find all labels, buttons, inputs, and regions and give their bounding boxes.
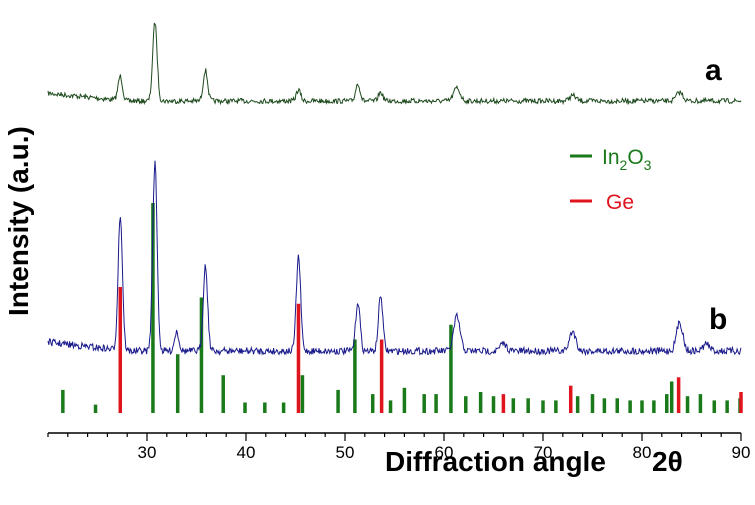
legend-ge-label: Ge xyxy=(606,191,634,214)
legend-in2o3-label: In2O3 xyxy=(602,146,652,173)
x-axis-title: Diffraction angle xyxy=(385,446,606,477)
trace-a xyxy=(47,22,742,106)
legend: In2O3 Ge xyxy=(570,146,652,214)
x-tick-label: 60 xyxy=(435,443,454,462)
x-tick-label: 70 xyxy=(534,443,553,462)
x-axis-ticks: 30 40 50 60 70 80 90 xyxy=(47,433,751,462)
y-axis-title: Intensity (a.u.) xyxy=(3,126,34,316)
trace-a-label: a xyxy=(705,54,722,87)
trace-b xyxy=(47,160,742,357)
trace-b-label: b xyxy=(709,303,727,336)
diffraction-traces xyxy=(47,22,742,357)
reference-bars xyxy=(61,203,743,413)
x-axis-symbol: 2θ xyxy=(652,446,683,477)
x-tick-label: 80 xyxy=(633,443,652,462)
x-tick-label: 90 xyxy=(732,443,751,462)
x-tick-label: 50 xyxy=(336,443,355,462)
x-tick-label: 40 xyxy=(237,443,256,462)
x-tick-label: 30 xyxy=(138,443,157,462)
